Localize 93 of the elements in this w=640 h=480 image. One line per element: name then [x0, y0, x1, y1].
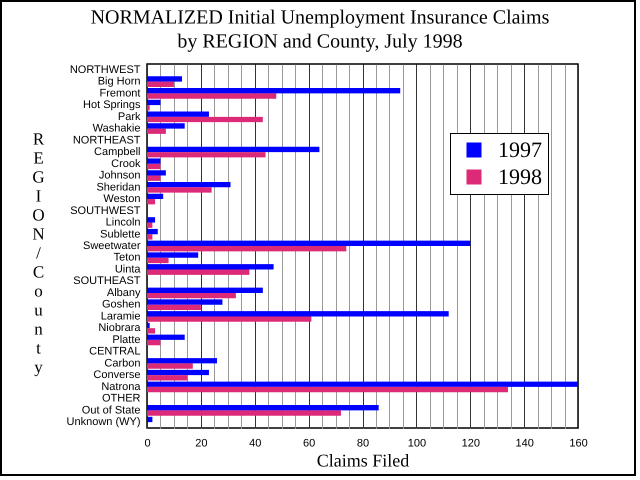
- x-tick-label: 120: [462, 438, 480, 450]
- bar: [147, 217, 156, 223]
- bar: [147, 386, 508, 392]
- bar: [147, 176, 160, 181]
- bar: [147, 405, 379, 410]
- x-tick-label: 0: [144, 438, 151, 450]
- bar: [147, 93, 276, 99]
- y-tick-label: Sheridan: [96, 181, 140, 194]
- y-tick-label: Campbell: [94, 146, 140, 158]
- y-tick-label: Converse: [93, 369, 140, 382]
- bar: [147, 240, 470, 246]
- bar: [147, 187, 212, 193]
- bar: [147, 112, 209, 117]
- y-tick-label: Albany: [106, 286, 141, 299]
- chart-title: NORMALIZED Initial Unemployment Insurance Claims by REGION and County, July 1998: [90, 6, 550, 52]
- bar: [147, 82, 174, 87]
- bar: [147, 164, 160, 170]
- y-tick-label: Unknown (WY): [66, 416, 140, 428]
- bar: [147, 252, 198, 258]
- y-tick-label: Uinta: [114, 263, 142, 276]
- y-tick-label: Goshen: [102, 298, 140, 311]
- bar: [147, 269, 250, 275]
- text: REGION/County: [32, 130, 45, 376]
- y-tick-label: NORTHEAST: [72, 134, 141, 146]
- y-tick-label: Carbon: [104, 357, 140, 370]
- bar: [147, 299, 222, 305]
- y-tick-label: Washakie: [92, 122, 140, 135]
- y-tick-label: Niobrara: [98, 322, 142, 334]
- y-tick-label: Hot Springs: [83, 99, 141, 112]
- y-tick-label: Platte: [112, 334, 140, 346]
- bar: [147, 304, 201, 310]
- bar: [147, 292, 236, 298]
- bar: [147, 116, 263, 122]
- y-tick-label: Fremont: [100, 87, 140, 100]
- bar: [147, 370, 209, 376]
- bar: [147, 222, 152, 228]
- x-tick-label: 100: [408, 438, 426, 450]
- y-tick-label: Weston: [103, 193, 140, 206]
- y-tick-label: OTHER: [102, 392, 141, 405]
- bar: [147, 340, 160, 346]
- y-tick-label: Crook: [111, 158, 141, 170]
- bar: [147, 170, 166, 176]
- y-tick-label: Lincoln: [106, 216, 140, 229]
- bar: [147, 158, 160, 164]
- bar: [147, 264, 274, 270]
- bar: [147, 146, 320, 152]
- bar: [147, 334, 185, 340]
- y-tick-label: Teton: [114, 252, 140, 264]
- bar: [147, 358, 218, 364]
- bar: [147, 100, 160, 106]
- x-tick-label: 40: [249, 438, 262, 450]
- bar: [147, 416, 152, 422]
- bar: [147, 76, 182, 82]
- bar: [147, 363, 193, 369]
- bar: [147, 288, 263, 293]
- y-tick-label: Natrona: [101, 380, 142, 393]
- bar: [147, 105, 150, 110]
- y-tick-label: Johnson: [98, 170, 140, 182]
- x-tick-label: 160: [569, 438, 588, 450]
- x-tick-label: 80: [356, 438, 370, 450]
- bar: [147, 228, 158, 234]
- bar: [147, 382, 578, 387]
- y-tick-label: SOUTHWEST: [70, 204, 141, 217]
- bar: [147, 246, 346, 252]
- bar: [147, 234, 152, 240]
- bar: [147, 410, 341, 416]
- bar: [147, 375, 188, 380]
- bar: [147, 182, 231, 188]
- bar: [147, 128, 166, 134]
- bar: [147, 123, 185, 129]
- x-tick-label: 140: [515, 438, 534, 450]
- y-tick-label: Out of State: [82, 404, 140, 416]
- bar: [147, 152, 266, 158]
- x-tick-label: 60: [303, 438, 316, 450]
- y-tick-label: CENTRAL: [89, 346, 140, 358]
- bar: [147, 194, 164, 200]
- y-tick-label: Laramie: [100, 310, 140, 322]
- x-tick-label: 20: [195, 438, 208, 450]
- y-tick-label: Sweetwater: [83, 240, 141, 252]
- y-tick-label: NORTHWEST: [70, 64, 141, 76]
- bar: [147, 316, 312, 322]
- bar: [147, 311, 449, 316]
- y-tick-label: SOUTHEAST: [73, 275, 141, 288]
- bar: [147, 258, 169, 264]
- y-tick-label: Park: [118, 110, 141, 123]
- y-tick-label: Big Horn: [98, 76, 140, 88]
- bar: [147, 88, 400, 94]
- bar: [147, 328, 156, 334]
- legend-label: 1997: [498, 137, 542, 162]
- bar: [147, 199, 156, 204]
- legend-label: 1998: [498, 164, 542, 189]
- y-tick-label: Sublette: [100, 228, 140, 240]
- x-axis-title: Claims Filed: [316, 450, 410, 470]
